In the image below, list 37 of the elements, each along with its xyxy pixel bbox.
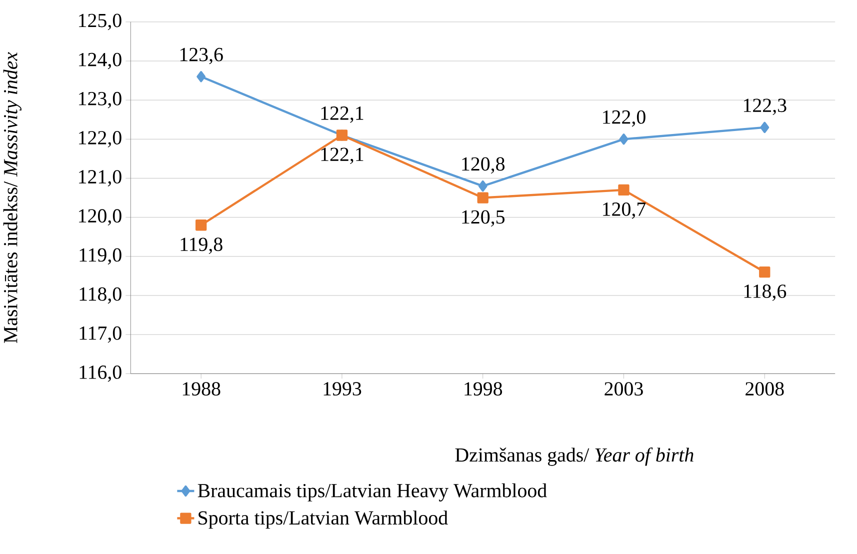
legend-label: Sporta tips/Latvian Warmblood xyxy=(198,510,448,529)
data-label: 123,6 xyxy=(180,48,223,64)
data-label: 122,1 xyxy=(321,148,364,164)
point xyxy=(618,184,630,196)
point xyxy=(477,192,488,204)
point xyxy=(759,266,770,278)
y-tick-label: 119,0 xyxy=(80,248,122,265)
x-tick-label: 1993 xyxy=(324,382,362,396)
data-label: 120,5 xyxy=(462,210,504,227)
y-tick-label: 123,0 xyxy=(79,92,122,108)
y-tick-label: 125,0 xyxy=(79,14,122,30)
data-label: 118,6 xyxy=(744,284,786,301)
y-tick-label: 120,0 xyxy=(79,209,122,226)
data-label: 122,0 xyxy=(603,110,646,127)
legend-label: Braucamais tips/Latvian Heavy Warmblood xyxy=(198,483,547,502)
y-tick-label: 116,0 xyxy=(80,365,122,382)
y-tick-label: 117,0 xyxy=(80,326,122,343)
x-tick-label: 1988 xyxy=(182,382,220,396)
data-label: 122,1 xyxy=(321,106,364,123)
point xyxy=(478,180,488,192)
y-tick-label: 122,0 xyxy=(79,131,122,148)
x-tick-label: 2003 xyxy=(604,382,643,396)
data-label: 120,7 xyxy=(603,202,646,219)
x-tick-label: 1998 xyxy=(464,382,502,396)
x-tick-label: 2008 xyxy=(746,382,784,396)
data-label: 119,8 xyxy=(180,238,222,254)
x-axis-title: Dzimšanas gads/ Year of birth xyxy=(455,448,694,466)
y-axis-title: Masivitātes indekss/ Massivity index xyxy=(3,52,22,344)
point xyxy=(619,134,628,145)
point xyxy=(196,71,206,82)
point xyxy=(196,220,207,231)
data-label: 122,3 xyxy=(744,98,786,115)
point xyxy=(760,122,770,134)
data-label: 120,8 xyxy=(462,157,505,174)
y-tick-label: 118,0 xyxy=(80,287,122,304)
y-tick-label: 121,0 xyxy=(79,170,122,186)
y-tick-label: 124,0 xyxy=(79,52,122,70)
